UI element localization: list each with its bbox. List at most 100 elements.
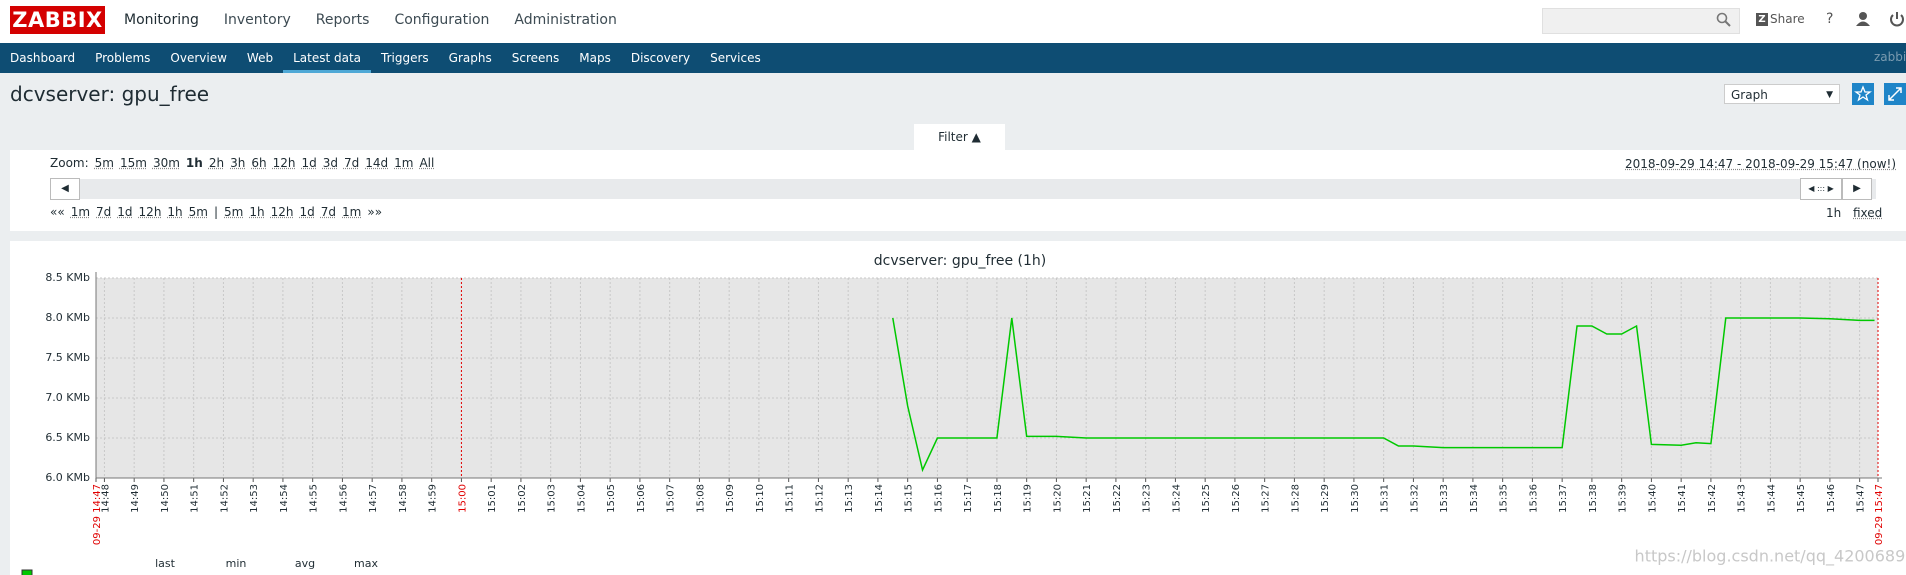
x-tick-label: 15:28 <box>1290 484 1301 513</box>
x-tick-label: 15:36 <box>1528 484 1539 513</box>
zoom-option[interactable]: 6h <box>251 156 267 170</box>
forward-option[interactable]: 1d <box>299 205 315 219</box>
x-tick-label: 14:58 <box>398 484 409 513</box>
zoom-option[interactable]: 5m <box>94 156 114 170</box>
x-tick-label: 15:27 <box>1261 484 1272 513</box>
separator: | <box>214 205 219 219</box>
logo[interactable]: ZABBIX <box>10 6 105 34</box>
x-tick-label: 14:53 <box>249 484 260 513</box>
time-range[interactable]: 2018-09-29 14:47 - 2018-09-29 15:47 (now… <box>1625 157 1896 171</box>
filter-tab[interactable]: Filter ▲ <box>914 124 1005 151</box>
x-tick-label: 15:16 <box>933 484 944 513</box>
x-tick-label: 09-29 14:47 <box>92 484 103 545</box>
slider-right-button[interactable]: ▶ <box>1842 178 1872 200</box>
period-mode[interactable]: fixed <box>1853 206 1883 220</box>
back-option[interactable]: 1h <box>167 205 183 219</box>
zoom-option[interactable]: 1m <box>394 156 414 170</box>
share-link[interactable]: Share <box>1770 12 1805 26</box>
x-tick-label: 15:41 <box>1677 484 1688 513</box>
x-tick-label: 15:29 <box>1320 484 1331 513</box>
fullscreen-button[interactable] <box>1884 83 1906 105</box>
forward-all[interactable]: »» <box>367 205 383 219</box>
menu-item[interactable]: Monitoring <box>124 12 199 28</box>
user-icon[interactable] <box>1855 11 1871 27</box>
x-tick-label: 14:50 <box>160 484 171 513</box>
x-tick-label: 15:00 <box>457 484 468 513</box>
submenu-item[interactable]: Maps <box>579 51 611 65</box>
share-icon[interactable]: Z <box>1756 13 1768 26</box>
x-tick-label: 15:45 <box>1796 484 1807 513</box>
x-tick-label: 15:15 <box>904 484 915 513</box>
x-tick-label: 14:57 <box>368 484 379 513</box>
submenu-item[interactable]: Latest data <box>283 43 372 73</box>
x-tick-label: 09-29 15:47 <box>1874 484 1885 545</box>
filter-panel: Zoom: 5m 15m 30m 1h 2h 3h 6h 12h 1d 3d 7d 14d 1m All 2… <box>10 150 1906 231</box>
submenu-item[interactable]: Screens <box>511 51 560 65</box>
zoom-option[interactable]: 30m <box>152 156 180 170</box>
zoom-option[interactable]: 14d <box>365 156 389 170</box>
x-tick-label: 15:03 <box>547 484 558 513</box>
back-option[interactable]: 12h <box>138 205 162 219</box>
view-select[interactable]: Graph ▼ <box>1724 84 1840 104</box>
x-tick-label: 14:52 <box>219 484 230 513</box>
help-link[interactable]: ? <box>1826 11 1834 27</box>
time-slider[interactable] <box>50 179 1876 199</box>
zoom-option[interactable]: 3h <box>230 156 246 170</box>
favorite-button[interactable] <box>1852 83 1874 105</box>
forward-option[interactable]: 1m <box>342 205 362 219</box>
x-tick-label: 14:59 <box>428 484 439 513</box>
x-tick-label: 14:54 <box>279 484 290 513</box>
x-tick-label: 15:23 <box>1142 484 1153 513</box>
zoom-label: Zoom: <box>50 156 89 170</box>
back-option[interactable]: 5m <box>188 205 208 219</box>
top-bar: ZABBIX Monitoring Inventory Reports Configu… <box>0 0 1906 43</box>
zoom-option[interactable]: 15m <box>119 156 147 170</box>
menu-item[interactable]: Reports <box>315 12 370 28</box>
x-tick-label: 15:08 <box>695 484 706 513</box>
submenu-item[interactable]: Web <box>246 51 274 65</box>
submenu-item[interactable]: Discovery <box>630 51 691 65</box>
zoom-option[interactable]: 12h <box>272 156 296 170</box>
zoom-option[interactable]: 7d <box>343 156 360 170</box>
x-tick-label: 15:42 <box>1707 484 1718 513</box>
watermark: https://blog.csdn.net/qq_42006894 <box>1635 547 1906 567</box>
x-tick-label: 15:21 <box>1082 484 1093 513</box>
legend-header: last <box>155 557 176 570</box>
y-tick-label: 6.5 KMb <box>45 431 90 444</box>
zoom-option[interactable]: 3d <box>322 156 338 170</box>
x-tick-label: 15:39 <box>1618 484 1629 513</box>
x-tick-label: 15:26 <box>1231 484 1242 513</box>
submenu-item[interactable]: Problems <box>95 51 151 65</box>
submenu-item[interactable]: Triggers <box>381 51 429 65</box>
submenu-item[interactable]: Graphs <box>448 51 492 65</box>
slider-left-button[interactable]: ◀ <box>50 178 80 200</box>
forward-option[interactable]: 7d <box>320 205 337 219</box>
page-title: dcvserver: gpu_free <box>10 82 210 106</box>
logout-icon[interactable] <box>1888 11 1906 27</box>
back-option[interactable]: 1m <box>70 205 91 219</box>
search-box[interactable] <box>1542 8 1740 34</box>
y-tick-label: 6.0 KMb <box>45 471 90 484</box>
zoom-option[interactable]: 2h <box>208 156 225 170</box>
zoom-option[interactable]: All <box>419 156 435 170</box>
slider-handle[interactable]: ◀ ::: ▶ <box>1800 178 1842 200</box>
zoom-option[interactable]: 1d <box>301 156 317 170</box>
back-all[interactable]: «« <box>50 205 65 219</box>
submenu-item[interactable]: Services <box>710 51 761 65</box>
menu-item[interactable]: Administration <box>514 12 617 28</box>
submenu-item[interactable]: Overview <box>170 51 227 65</box>
forward-option[interactable]: 12h <box>270 205 294 219</box>
x-tick-label: 15:02 <box>517 484 528 513</box>
menu-item[interactable]: Configuration <box>394 12 490 28</box>
chart-title: dcvserver: gpu_free (1h) <box>874 253 1047 269</box>
back-option[interactable]: 1d <box>117 205 133 219</box>
y-tick-label: 7.0 KMb <box>45 391 90 404</box>
search-icon[interactable] <box>1716 12 1732 28</box>
period: 1h <box>1826 206 1842 220</box>
back-option[interactable]: 7d <box>96 205 112 219</box>
forward-option[interactable]: 1h <box>249 205 265 219</box>
menu-item[interactable]: Inventory <box>223 12 291 28</box>
submenu-item[interactable]: Dashboard <box>10 51 76 65</box>
forward-option[interactable]: 5m <box>224 205 244 219</box>
zoom-option[interactable]: 1h <box>185 156 203 170</box>
